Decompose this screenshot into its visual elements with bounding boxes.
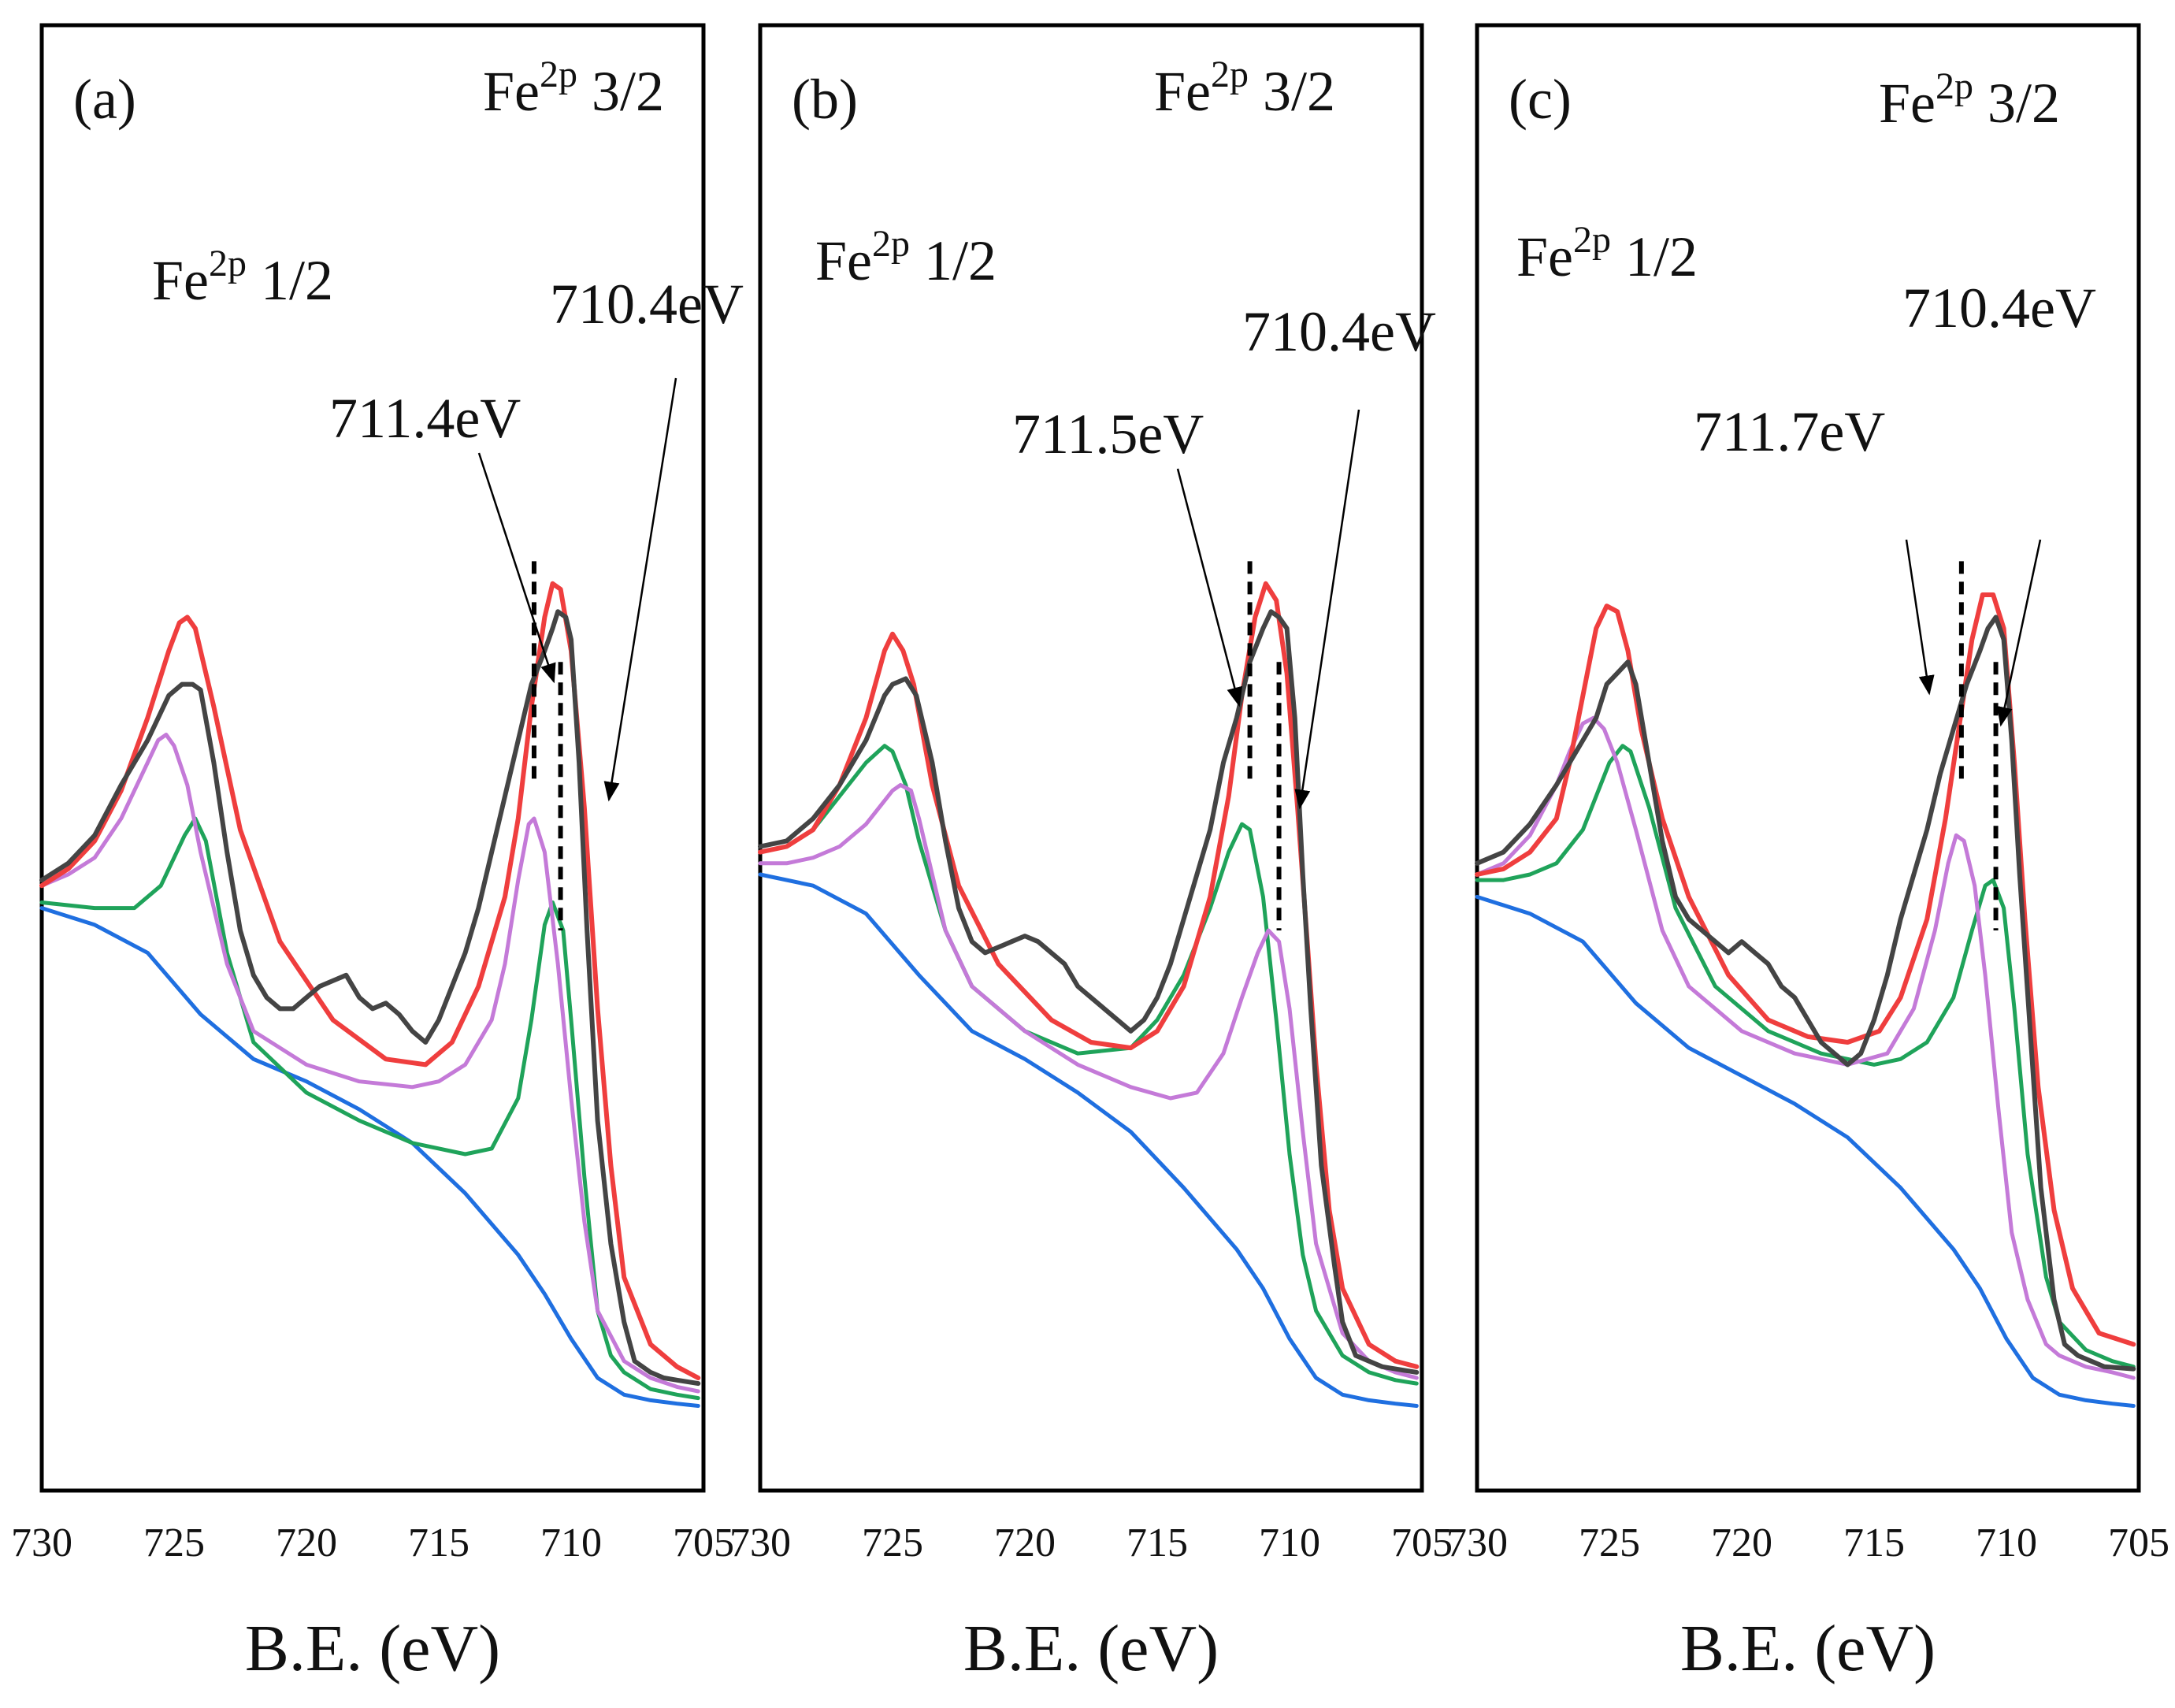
x-tick-label: 725: [1579, 1520, 1640, 1565]
x-tick-label: 715: [1126, 1520, 1188, 1565]
x-axis-label: B.E. (eV): [1680, 1612, 1936, 1685]
series-line-peak-a: [758, 744, 1419, 1386]
series-line-peak-a: [39, 816, 700, 1401]
series-line-raw-data: [39, 609, 701, 1387]
panel-b: (b) Fe2p 3/2 Fe2p 1/2 711.5eV 710.4eV 730 725 7…: [729, 23, 1453, 1685]
title-fe2p-1-2: Fe2p 1/2: [152, 243, 333, 312]
series-group: [1475, 592, 2136, 1408]
x-tick-label: 730: [11, 1520, 72, 1565]
series-line-background: [39, 906, 700, 1408]
series-line-background: [1475, 894, 2136, 1408]
annotation-arrow: [1996, 539, 2042, 727]
annotation-arrow: [1905, 539, 1935, 696]
annotation-label: 710.4eV: [550, 273, 744, 336]
series-line-peak-b: [39, 733, 700, 1394]
title-fe2p-1-2: Fe2p 1/2: [815, 223, 997, 292]
annotation-label: 710.4eV: [1902, 277, 2096, 340]
x-tick-label: 705: [1391, 1520, 1453, 1565]
x-tick-label: 705: [2108, 1520, 2169, 1565]
x-tick-label: 730: [729, 1520, 791, 1565]
x-axis-label: B.E. (eV): [245, 1612, 500, 1685]
panel-frame: [758, 23, 1424, 1493]
annotation-label: 711.7eV: [1694, 400, 1885, 463]
series-line-background: [758, 872, 1419, 1408]
series-line-peak-b: [1475, 715, 2136, 1380]
panel-label: (c): [1509, 68, 1572, 131]
x-tick-label: 715: [1843, 1520, 1905, 1565]
annotation-label: 711.5eV: [1012, 403, 1204, 466]
panel-frame: [1475, 23, 2141, 1493]
x-tick-label: 725: [862, 1520, 923, 1565]
panel-c: (c) Fe2p 3/2 Fe2p 1/2 711.7eV 710.4eV 730 725 7…: [1446, 23, 2169, 1685]
x-tick-label: 710: [1976, 1520, 2037, 1565]
annotation-arrow: [477, 452, 556, 684]
x-tick-label: 705: [673, 1520, 734, 1565]
annotation-label: 711.4eV: [329, 387, 521, 450]
title-fe2p-3-2: Fe2p 3/2: [1879, 65, 2060, 135]
annotation-arrow: [1294, 409, 1360, 810]
title-fe2p-1-2: Fe2p 1/2: [1516, 219, 1698, 288]
annotation-label: 710.4eV: [1242, 300, 1436, 363]
x-tick-label: 720: [276, 1520, 337, 1565]
series-line-peak-b: [758, 782, 1419, 1380]
series-group: [758, 581, 1420, 1408]
x-tick-label: 730: [1446, 1520, 1508, 1565]
panel-label: (b): [792, 68, 858, 131]
series-line-envelope: [39, 581, 701, 1380]
series-line-raw-data: [1475, 615, 2136, 1372]
x-tick-label: 710: [540, 1520, 602, 1565]
annotation-arrow: [1176, 468, 1243, 707]
x-axis-label: B.E. (eV): [963, 1612, 1219, 1685]
x-tick-label: 710: [1259, 1520, 1320, 1565]
x-tick-label: 720: [1711, 1520, 1772, 1565]
title-fe2p-3-2: Fe2p 3/2: [1154, 54, 1335, 123]
x-tick-label: 715: [408, 1520, 470, 1565]
series-line-raw-data: [758, 609, 1420, 1375]
series-line-envelope: [1475, 592, 2136, 1347]
title-fe2p-3-2: Fe2p 3/2: [483, 54, 664, 123]
panel-label: (a): [73, 68, 136, 131]
panel-a: (a) Fe2p 3/2 Fe2p 1/2 711.4eV 710.4eV 730 725 7…: [11, 23, 744, 1685]
annotation-arrow: [603, 377, 677, 802]
x-tick-label: 725: [143, 1520, 205, 1565]
series-line-peak-a: [1475, 744, 2136, 1369]
series-group: [39, 581, 701, 1408]
x-tick-label: 720: [994, 1520, 1056, 1565]
panel-frame: [39, 23, 706, 1493]
